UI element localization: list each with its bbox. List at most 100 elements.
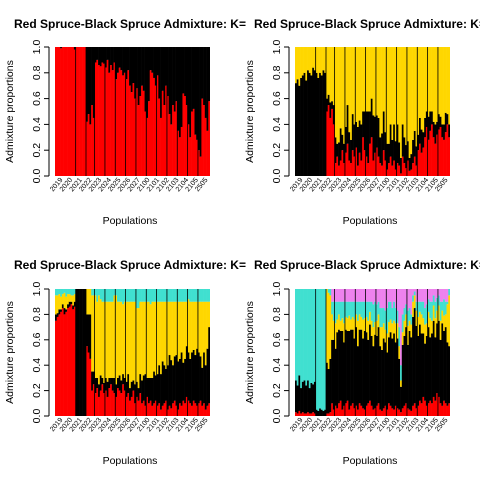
bar-segment [346,289,349,302]
bar-segment [204,365,207,410]
bar-segment [86,314,89,347]
y-tick-label: 0.6 [31,332,43,347]
bar-segment [424,47,427,118]
bar-segment [206,301,209,349]
bar-segment [149,289,152,305]
bar-segment [130,92,133,176]
bar-segment [420,152,423,176]
bar-segment [344,289,347,302]
bar-segment [161,90,164,176]
bar-segment [343,163,346,176]
bar-segment [182,289,185,302]
bar-segment [120,70,123,176]
bar-segment [61,289,64,295]
bar-segment [141,85,144,176]
bar-segment [382,308,385,324]
bar-segment [413,156,416,176]
bar-segment [163,403,166,416]
bar-segment [79,47,82,176]
bar-segment [370,289,373,302]
bar-segment [398,346,401,359]
bar-segment [82,289,85,416]
bar-segment [58,314,61,416]
bar-segment [101,62,104,176]
bar-segment [154,289,157,302]
bar-segment [135,289,138,309]
bar-segment [67,294,70,305]
bar-segment [367,301,370,321]
bar-segment [365,289,368,302]
bar-segment [132,380,135,391]
bar-segment [424,324,427,344]
bar-segment [317,410,320,416]
bar-segment [384,329,387,343]
bar-segment [360,160,363,176]
bar-segment [154,400,157,416]
bar-segment [300,413,303,416]
bar-segment [348,47,351,133]
bar-segment [362,111,365,138]
bar-segment [417,301,420,317]
bar-segment [72,305,75,310]
bar-segment [329,47,332,103]
bar-segment [419,117,422,144]
bar-segment [191,111,194,176]
bar-segment [120,301,123,381]
bar-segment [92,295,95,372]
bar-segment [132,289,135,302]
bar-segment [61,47,64,176]
bar-segment [146,396,149,416]
bar-segment [405,47,408,146]
bar-segment [436,323,439,394]
bar-segment [329,412,332,416]
bar-segment [165,400,168,416]
bar-segment [355,147,358,176]
bar-segment [346,318,349,331]
bar-segment [315,409,318,416]
bar-segment [422,132,425,148]
bar-segment [362,301,365,320]
bar-segment [300,77,303,176]
bar-segment [425,405,428,416]
bar-segment [123,377,126,391]
bar-segment [367,403,370,416]
bar-segment [348,409,351,416]
bar-segment [420,333,423,404]
y-tick-label: 0.2 [271,383,283,398]
bar-segment [141,289,144,302]
bar-segment [320,409,323,416]
bar-segment [351,150,354,176]
bar-segment [429,289,432,302]
bar-segment [77,47,80,176]
bar-segment [125,47,128,80]
bar-segment [388,322,391,338]
bar-segment [370,137,373,176]
bar-segment [406,344,409,409]
bar-segment [379,47,382,138]
y-tick-label: 0.0 [271,409,283,424]
bar-segment [301,75,304,176]
bar-segment [425,323,428,336]
bar-segment [163,365,166,404]
bar-segment [96,47,99,60]
bar-segment [127,70,130,176]
bar-segment [204,301,207,366]
bar-segment [295,380,298,413]
bar-segment [420,47,423,130]
bar-segment [405,314,408,328]
bar-segment [91,289,94,296]
bar-segment [420,129,423,153]
bar-segment [437,47,440,115]
bar-segment [396,408,399,416]
bar-segment [437,129,440,176]
bar-segment [369,324,372,401]
bar-segment [115,79,118,176]
bar-segment [58,289,61,295]
bar-segment [204,289,207,302]
bar-segment [382,408,385,416]
bar-segment [415,325,418,409]
bar-segment [300,388,303,414]
bar-segment [156,47,159,76]
bar-segment [334,163,337,176]
bar-segment [398,409,401,416]
